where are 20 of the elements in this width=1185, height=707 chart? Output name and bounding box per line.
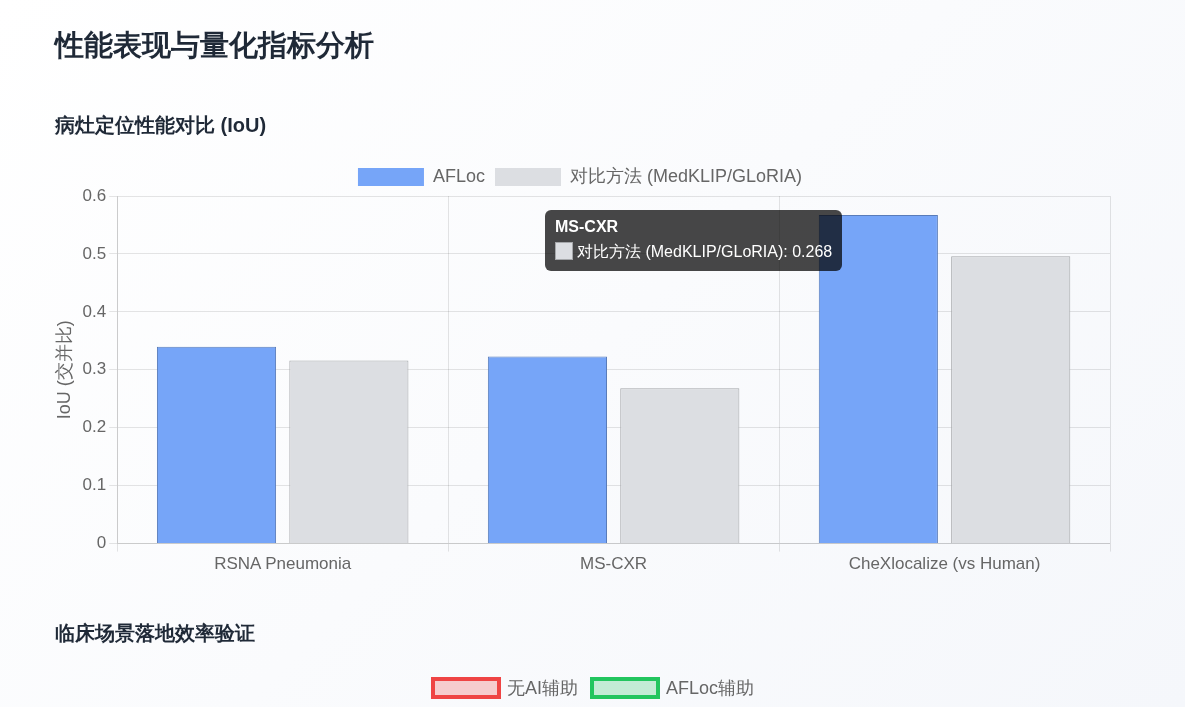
y-tick-label: 0.6 xyxy=(82,185,107,205)
annotation: 对比方法 (MedKLIP/GLoRIA): 0.268 xyxy=(577,243,833,260)
legend-label: 对比方法 (MedKLIP/GLoRIA) xyxy=(569,165,803,186)
legend-label: AFLoc xyxy=(432,165,485,186)
annotation: MS-CXR xyxy=(555,218,620,236)
y-tick-label: 0.4 xyxy=(82,301,107,321)
legend-label: 无AI辅助 xyxy=(506,677,578,700)
x-tick-label: RSNA Pneumonia xyxy=(214,554,352,574)
y-tick-label: 0.5 xyxy=(82,243,107,263)
chart-subtitle: 病灶定位性能对比 (IoU) xyxy=(55,113,267,138)
x-tick-label: MS-CXR xyxy=(580,554,648,574)
y-tick-label: 0 xyxy=(96,533,107,553)
chart-title: 性能表现与量化指标分析 xyxy=(55,28,374,63)
legend-label: AFLoc辅助 xyxy=(665,677,755,700)
y-tick-label: 0.3 xyxy=(82,359,107,379)
y-axis-title: IoU (交并比) xyxy=(53,320,74,420)
y-tick-label: 0.2 xyxy=(82,417,107,437)
text: 临床场景落地效率验证 xyxy=(55,621,255,646)
x-tick-label: CheXlocalize (vs Human) xyxy=(848,554,1041,574)
y-tick-label: 0.1 xyxy=(82,475,107,495)
